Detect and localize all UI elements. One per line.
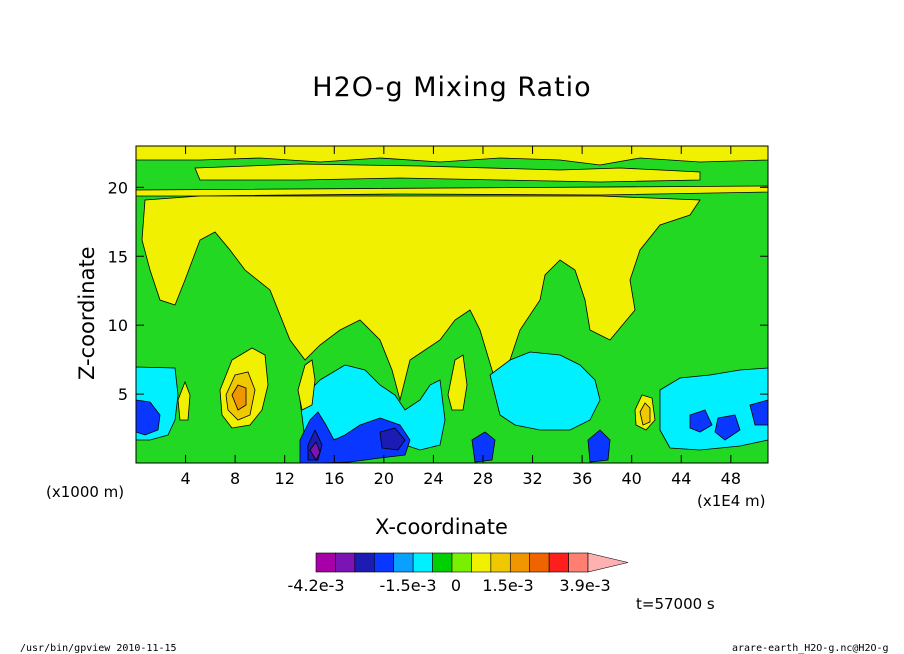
plot-frame <box>135 145 769 464</box>
colorbar-swatch <box>471 552 492 573</box>
y-tick-label: 5 <box>118 385 128 404</box>
field-region-blue-6 <box>714 414 741 441</box>
colorbar-labels: -4.2e-3 -1.5e-3 0 1.5e-3 3.9e-3 <box>287 576 610 595</box>
x-tick-label: 32 <box>522 469 542 488</box>
y-tick-label: 15 <box>108 247 128 266</box>
y-unit-label: (x1000 m) <box>46 483 125 501</box>
x-tick-label: 40 <box>622 469 642 488</box>
field-region-yellow-peak-3 <box>447 354 468 411</box>
x-tick-label: 36 <box>572 469 592 488</box>
field-region-yellow-top <box>136 146 768 166</box>
colorbar-extend-arrow <box>587 552 629 573</box>
colorbar-tick-label: 0 <box>451 576 461 595</box>
x-tick-label: 16 <box>324 469 344 488</box>
x-tick-label: 44 <box>671 469 691 488</box>
colorbar-swatch <box>451 552 472 573</box>
x-tick-label: 20 <box>374 469 394 488</box>
field-region-yellow-band <box>194 163 701 183</box>
colorbar-swatch <box>568 552 589 573</box>
x-tick-label: 12 <box>275 469 295 488</box>
time-label: t=57000 s <box>636 595 715 613</box>
colorbar-swatch <box>548 552 569 573</box>
colorbar-swatch <box>490 552 511 573</box>
x-axis-title: X-coordinate <box>375 515 508 539</box>
footer-left-note: /usr/bin/gpview 2010-11-15 <box>20 643 177 654</box>
colorbar-tick-label: 1.5e-3 <box>482 576 533 595</box>
field-region-orange-peak-4 <box>639 402 651 426</box>
axis-ticks <box>136 146 768 463</box>
colorbar-swatch <box>335 552 356 573</box>
field-region-yellow-main <box>141 195 701 402</box>
colorbar-tick-label: -1.5e-3 <box>379 576 436 595</box>
field-region-darkblue-3 <box>309 441 321 461</box>
chart-title: H2O-g Mixing Ratio <box>312 72 592 103</box>
colorbar-swatch <box>354 552 375 573</box>
colorbar-swatch <box>509 552 531 573</box>
field-region-orange-core-1 <box>231 384 247 411</box>
colorbar-tick-label: 3.9e-3 <box>559 576 610 595</box>
field-region-blue-7 <box>749 399 768 426</box>
field-region-blue-5 <box>689 409 713 433</box>
y-axis-title: Z-coordinate <box>75 246 99 380</box>
field-region-blue-4 <box>587 429 611 463</box>
footer-right-note: arare-earth_H2O-g.nc@H2O-g <box>732 643 889 654</box>
x-tick-label: 24 <box>423 469 443 488</box>
field-region-darkblue-2 <box>379 427 406 451</box>
field-region-blue-1 <box>136 399 161 436</box>
colorbar-tick-label: -4.2e-3 <box>287 576 344 595</box>
x-tick-label: 28 <box>473 469 493 488</box>
colorbar <box>315 552 629 573</box>
x-unit-label: (x1E4 m) <box>697 492 766 510</box>
field-region-yellow-peak-2 <box>297 359 316 411</box>
x-tick-label: 4 <box>180 469 190 488</box>
x-tick-label: 8 <box>230 469 240 488</box>
field-region-yellow-peak-5 <box>177 380 191 421</box>
field-region-cyan-4 <box>659 367 768 451</box>
colorbar-swatch <box>315 552 336 573</box>
y-tick-label: 20 <box>108 178 128 197</box>
x-tick-label: 48 <box>721 469 741 488</box>
colorbar-swatch <box>393 552 414 573</box>
colorbar-swatch <box>432 552 453 573</box>
colorbar-swatch <box>412 552 433 573</box>
colorbar-swatch <box>373 552 395 573</box>
field-region-cyan-3 <box>489 351 601 431</box>
field-region-yellow-stripe <box>136 185 768 197</box>
y-tick-label: 10 <box>108 316 128 335</box>
colorbar-swatch <box>529 552 550 573</box>
field-region-blue-3 <box>471 431 496 463</box>
plot-field <box>136 146 768 463</box>
